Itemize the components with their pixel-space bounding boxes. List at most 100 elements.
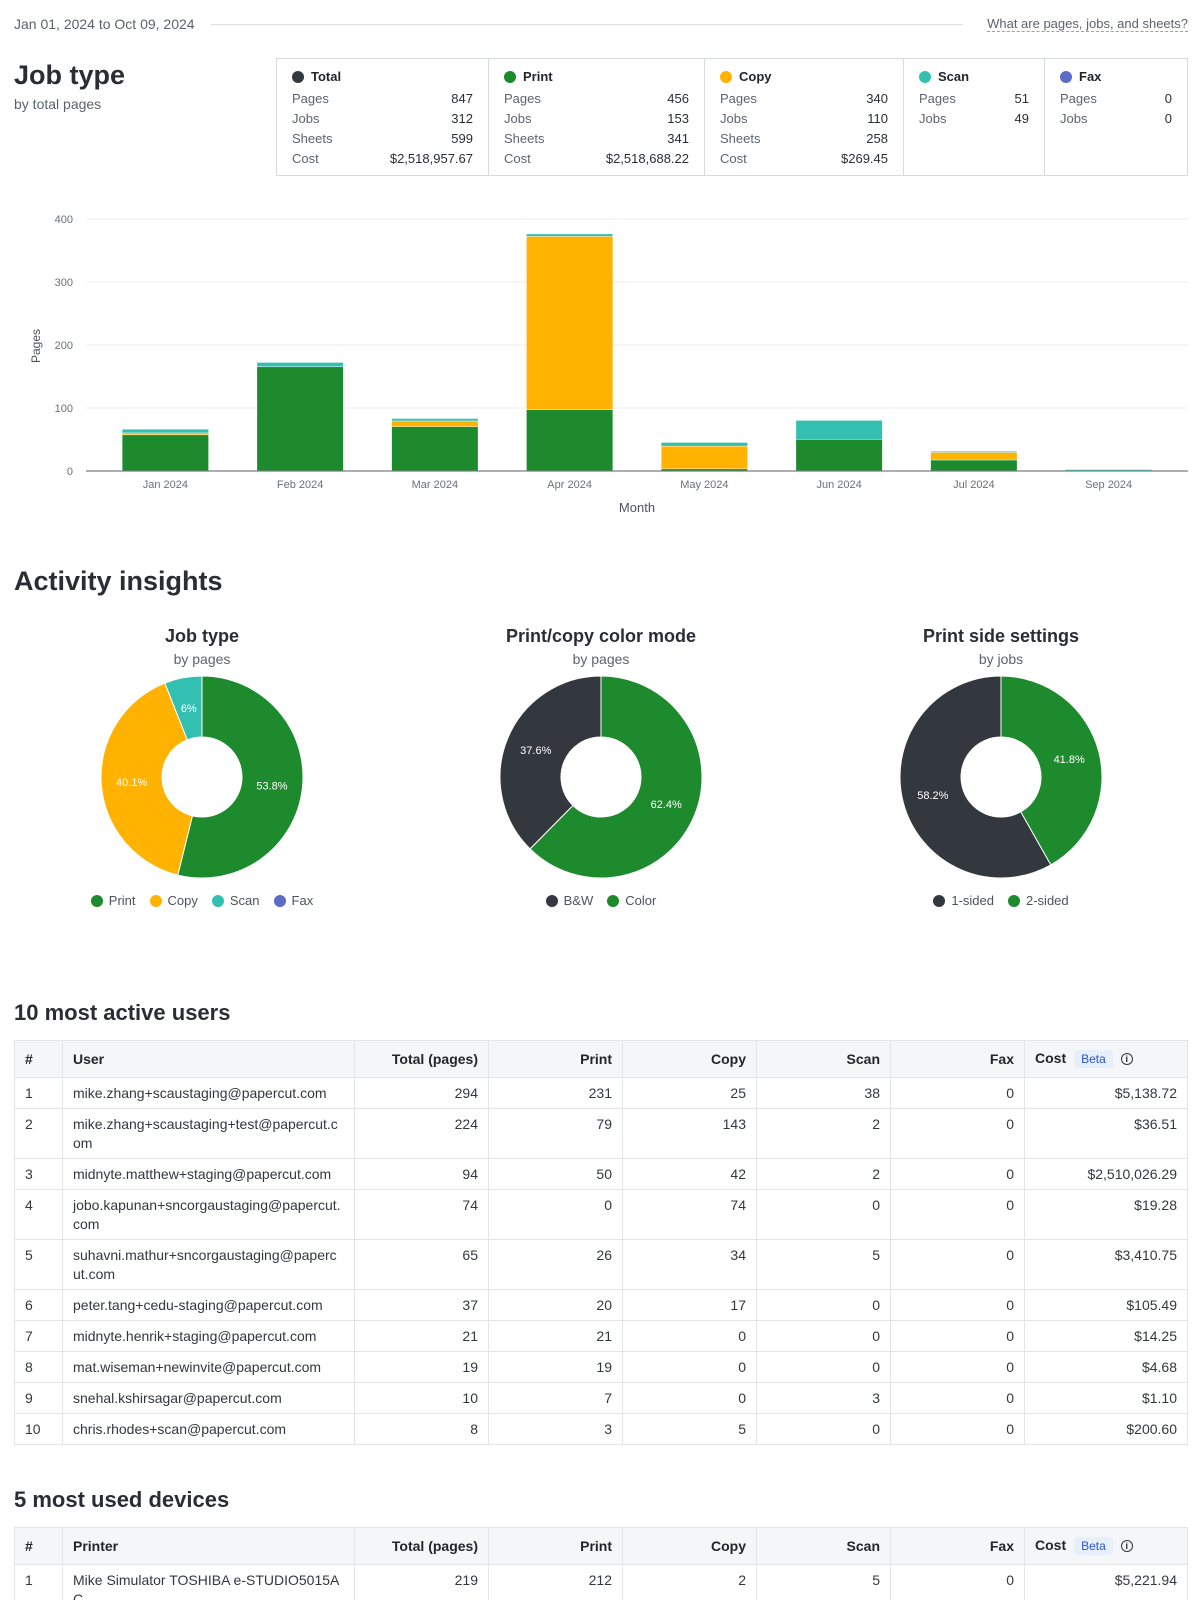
column-header-total-pages[interactable]: Total (pages): [355, 1041, 489, 1078]
column-header-printer[interactable]: Printer: [63, 1528, 355, 1565]
legend-dot: [546, 895, 558, 907]
table-row[interactable]: 1 mike.zhang+scaustaging@papercut.com 294 2…: [15, 1078, 1188, 1109]
users-table: # User Total (pages) Print Copy Scan Fax Cost Be…: [14, 1040, 1188, 1445]
column-header-scan[interactable]: Scan: [757, 1528, 891, 1565]
column-header-[interactable]: #: [15, 1041, 63, 1078]
legend-dot: [933, 895, 945, 907]
table-row[interactable]: 7 midnyte.henrik+staging@papercut.com 21 21…: [15, 1321, 1188, 1352]
column-header-fax[interactable]: Fax: [891, 1528, 1025, 1565]
bar-segment-copy[interactable]: [931, 453, 1017, 460]
table-cell: 25: [623, 1078, 757, 1109]
donut-color-mode: Print/copy color mode by pages 62.4% 37.6…: [421, 626, 781, 908]
card-label: Jobs: [720, 109, 747, 129]
legend-item[interactable]: Copy: [150, 893, 198, 908]
table-cell: 1: [15, 1565, 63, 1600]
bar-segment-scan[interactable]: [527, 234, 613, 236]
bar-segment-scan[interactable]: [122, 429, 208, 432]
table-cell: 0: [891, 1414, 1025, 1445]
y-axis-label: Pages: [29, 329, 43, 363]
table-row[interactable]: 1 Mike Simulator TOSHIBA e-STUDIO5015AC 21…: [15, 1565, 1188, 1600]
column-header-total-pages[interactable]: Total (pages): [355, 1528, 489, 1565]
column-header-[interactable]: #: [15, 1528, 63, 1565]
legend-item[interactable]: 2-sided: [1008, 893, 1069, 908]
column-header-print[interactable]: Print: [489, 1528, 623, 1565]
bar-segment-print[interactable]: [796, 440, 882, 471]
legend-label: Fax: [292, 893, 314, 908]
legend-item[interactable]: 1-sided: [933, 893, 994, 908]
legend-item[interactable]: Color: [607, 893, 656, 908]
card-title: Print: [523, 69, 553, 84]
card-value: 110: [867, 109, 888, 129]
bar-segment-scan[interactable]: [257, 363, 343, 367]
bar-segment-copy[interactable]: [527, 237, 613, 410]
column-header-label: Print: [580, 1051, 612, 1067]
bar-segment-scan[interactable]: [931, 451, 1017, 452]
info-icon[interactable]: i: [1121, 1540, 1133, 1552]
column-header-copy[interactable]: Copy: [623, 1041, 757, 1078]
card-value: $2,518,688.22: [606, 149, 689, 169]
column-header-scan[interactable]: Scan: [757, 1041, 891, 1078]
table-header-row: # User Total (pages) Print Copy Scan Fax Cost Be…: [15, 1041, 1188, 1078]
card-label: Pages: [1060, 89, 1097, 109]
card-label: Cost: [292, 149, 319, 169]
help-link[interactable]: What are pages, jobs, and sheets?: [987, 16, 1188, 32]
bar-segment-copy[interactable]: [661, 446, 747, 468]
bar-segment-print[interactable]: [527, 410, 613, 471]
legend-dot: [150, 895, 162, 907]
table-row[interactable]: 3 midnyte.matthew+staging@papercut.com 94 5…: [15, 1159, 1188, 1190]
column-header-copy[interactable]: Copy: [623, 1528, 757, 1565]
bar-segment-print[interactable]: [661, 469, 747, 470]
table-row[interactable]: 4 jobo.kapunan+sncorgaustaging@papercut.c…: [15, 1190, 1188, 1240]
bar-segment-print[interactable]: [257, 367, 343, 470]
table-row[interactable]: 5 suhavni.mathur+sncorgaustaging@papercut…: [15, 1240, 1188, 1290]
table-row[interactable]: 6 peter.tang+cedu-staging@papercut.com 37 2…: [15, 1290, 1188, 1321]
table-cell: $36.51: [1025, 1109, 1188, 1159]
bar-segment-copy[interactable]: [392, 421, 478, 426]
devices-table: # Printer Total (pages) Print Copy Scan Fax Cos…: [14, 1527, 1188, 1600]
legend-label: Scan: [230, 893, 260, 908]
user-email-cell: chris.rhodes+scan@papercut.com: [63, 1414, 355, 1445]
info-icon[interactable]: i: [1121, 1053, 1133, 1065]
x-tick-label: Jul 2024: [953, 479, 995, 491]
table-cell: 1: [15, 1078, 63, 1109]
legend-item[interactable]: Scan: [212, 893, 260, 908]
table-cell: 8: [15, 1352, 63, 1383]
table-row[interactable]: 8 mat.wiseman+newinvite@papercut.com 19 19 0…: [15, 1352, 1188, 1383]
column-header-fax[interactable]: Fax: [891, 1041, 1025, 1078]
legend-item[interactable]: B&W: [546, 893, 594, 908]
card-label: Pages: [504, 89, 541, 109]
column-header-print[interactable]: Print: [489, 1041, 623, 1078]
table-cell: 94: [355, 1159, 489, 1190]
column-header-cost[interactable]: Cost Beta i: [1025, 1041, 1188, 1078]
table-row[interactable]: 9 snehal.kshirsagar@papercut.com 10 7 0 3 0 $1.…: [15, 1383, 1188, 1414]
bar-segment-print[interactable]: [392, 427, 478, 471]
column-header-label: Print: [580, 1538, 612, 1554]
legend-item[interactable]: Print: [91, 893, 136, 908]
bar-segment-scan[interactable]: [1066, 470, 1152, 471]
legend-dot: [212, 895, 224, 907]
table-row[interactable]: 2 mike.zhang+scaustaging+test@papercut.co…: [15, 1109, 1188, 1159]
table-cell: 74: [623, 1190, 757, 1240]
bar-segment-print[interactable]: [931, 460, 1017, 470]
legend-item[interactable]: Fax: [274, 893, 314, 908]
users-table-title: 10 most active users: [14, 1000, 230, 1026]
bar-segment-scan[interactable]: [661, 443, 747, 446]
legend-label: Color: [625, 893, 656, 908]
bar-segment-print[interactable]: [122, 435, 208, 470]
y-tick-label: 100: [55, 403, 73, 415]
bar-segment-copy[interactable]: [122, 433, 208, 434]
bar-segment-scan[interactable]: [796, 421, 882, 439]
table-cell: 0: [757, 1414, 891, 1445]
table-cell: $2,510,026.29: [1025, 1159, 1188, 1190]
date-range[interactable]: Jan 01, 2024 to Oct 09, 2024: [14, 16, 195, 32]
printer-name-cell: Mike Simulator TOSHIBA e-STUDIO5015AC: [63, 1565, 355, 1600]
column-header-user[interactable]: User: [63, 1041, 355, 1078]
column-header-cost[interactable]: Cost Beta i: [1025, 1528, 1188, 1565]
x-axis-label: Month: [619, 500, 655, 515]
table-cell: $5,221.94: [1025, 1565, 1188, 1600]
x-tick-label: May 2024: [680, 479, 728, 491]
x-tick-label: Mar 2024: [412, 479, 458, 491]
table-row[interactable]: 10 chris.rhodes+scan@papercut.com 8 3 5 0 0 $20…: [15, 1414, 1188, 1445]
bar-segment-scan[interactable]: [392, 419, 478, 421]
table-cell: 212: [489, 1565, 623, 1600]
